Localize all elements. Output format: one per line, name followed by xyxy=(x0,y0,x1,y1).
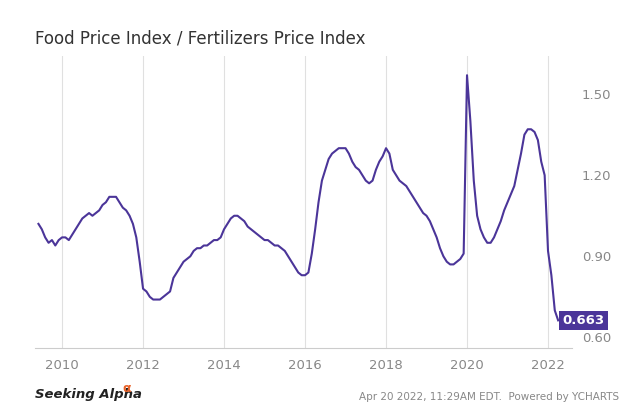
Text: Apr 20 2022, 11:29AM EDT.  Powered by YCHARTS: Apr 20 2022, 11:29AM EDT. Powered by YCH… xyxy=(359,392,619,402)
Text: Seeking Alpha: Seeking Alpha xyxy=(35,387,142,401)
Text: 0.663: 0.663 xyxy=(562,314,605,327)
Text: Food Price Index / Fertilizers Price Index: Food Price Index / Fertilizers Price Ind… xyxy=(35,29,365,47)
Text: α: α xyxy=(122,382,131,395)
